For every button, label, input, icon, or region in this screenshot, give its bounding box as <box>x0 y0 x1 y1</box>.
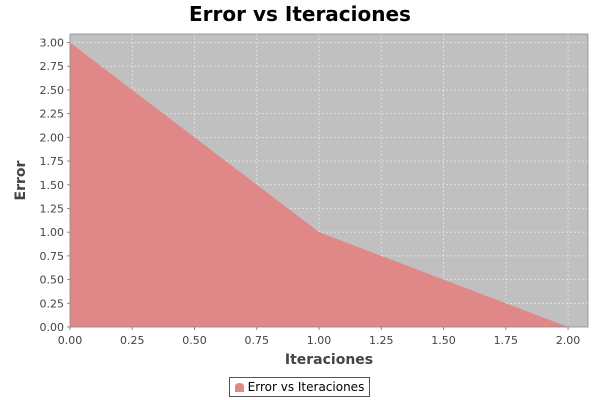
x-tick-label: 1.75 <box>494 334 519 347</box>
x-tick-label: 1.25 <box>369 334 394 347</box>
x-tick-label: 0.75 <box>245 334 270 347</box>
y-tick-label: 2.25 <box>40 108 65 121</box>
x-tick-label: 1.50 <box>431 334 456 347</box>
y-tick-label: 0.50 <box>40 274 65 287</box>
legend-swatch-icon <box>234 382 244 392</box>
y-tick-label: 1.25 <box>40 202 65 215</box>
x-axis-label: Iteraciones <box>285 352 373 368</box>
y-tick-label: 1.75 <box>40 155 65 168</box>
x-tick-label: 1.00 <box>307 334 332 347</box>
x-tick-label: 0.25 <box>120 334 145 347</box>
x-tick-label: 0.50 <box>182 334 207 347</box>
y-tick-label: 1.00 <box>40 226 65 239</box>
chart-title: Error vs Iteraciones <box>189 2 411 26</box>
y-tick-label: 0.25 <box>40 297 65 310</box>
y-tick-label: 2.50 <box>40 84 65 97</box>
plot-border <box>69 33 589 328</box>
legend-label: Error vs Iteraciones <box>247 380 365 394</box>
y-tick-label: 2.00 <box>40 131 65 144</box>
x-tick-label: 2.00 <box>556 334 581 347</box>
y-tick-label: 2.75 <box>40 60 65 73</box>
y-tick-label: 1.50 <box>40 179 65 192</box>
series-area-0 <box>70 42 569 327</box>
legend: Error vs Iteraciones <box>229 377 370 397</box>
y-tick-label: 0.00 <box>40 321 65 334</box>
y-tick-label: 3.00 <box>40 37 65 50</box>
x-tick-label: 0.00 <box>58 334 83 347</box>
y-axis-label: Error <box>13 160 29 200</box>
y-tick-label: 0.75 <box>40 250 65 263</box>
